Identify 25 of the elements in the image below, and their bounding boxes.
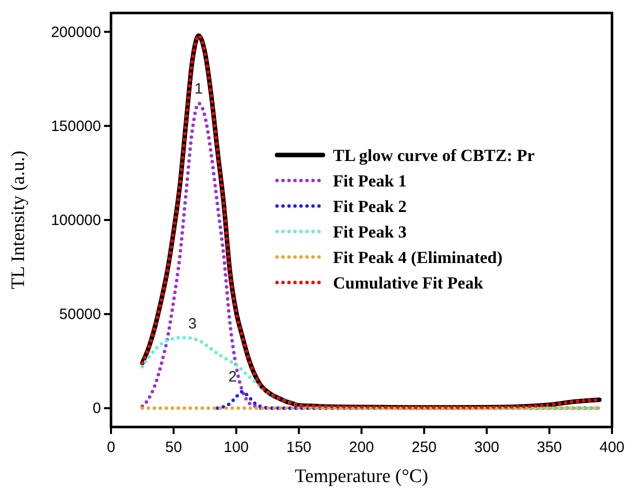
legend-label: Fit Peak 4 (Eliminated) (333, 248, 503, 267)
annotation: 2 (228, 368, 237, 386)
y-tick-label: 0 (92, 400, 101, 418)
y-tick-label: 200000 (50, 24, 101, 41)
y-tick-label: 50000 (59, 306, 101, 324)
legend-label: Fit Peak 3 (333, 222, 407, 242)
y-tick-label: 150000 (50, 118, 101, 135)
x-tick-label: 50 (165, 439, 182, 456)
legend-label: TL glow curve of CBTZ: Pr (333, 146, 536, 165)
annotation: 1 (194, 80, 203, 98)
x-tick-label: 350 (536, 439, 562, 456)
x-tick-label: 300 (474, 439, 500, 456)
x-tick-label: 0 (106, 439, 116, 456)
y-axis-title: TL Intensity (a.u.) (8, 150, 29, 290)
legend-label: Fit Peak 1 (333, 172, 407, 190)
x-tick-label: 200 (348, 439, 374, 456)
legend-label: Cumulative Fit Peak (333, 274, 484, 292)
annotation: 3 (188, 316, 197, 333)
y-tick-label: 100000 (50, 212, 101, 229)
x-tick-label: 250 (412, 439, 437, 456)
legend-label: Fit Peak 2 (333, 197, 407, 216)
x-tick-label: 100 (224, 439, 249, 456)
x-tick-label: 150 (286, 439, 312, 456)
x-tick-label: 400 (599, 439, 625, 456)
x-axis-title: Temperature (°C) (294, 466, 428, 487)
